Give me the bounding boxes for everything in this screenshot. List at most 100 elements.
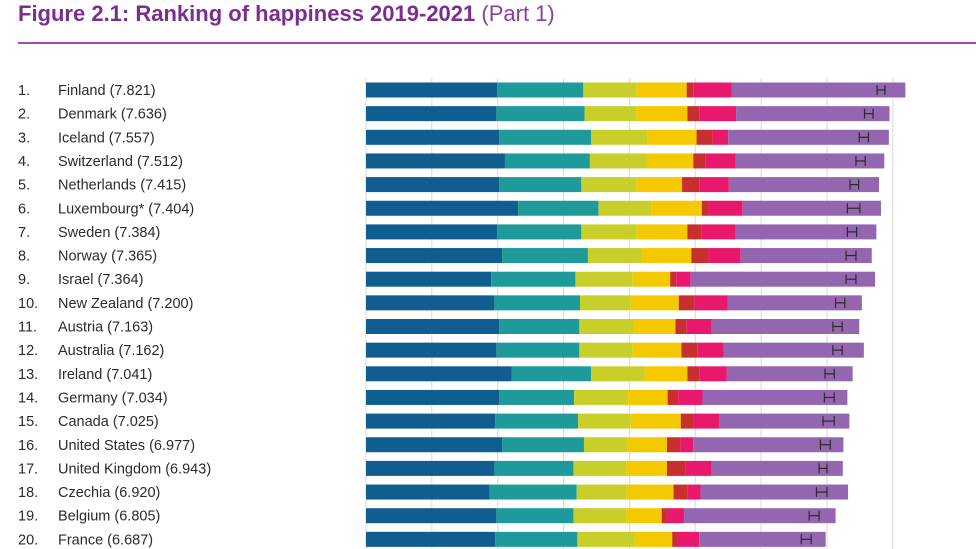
rank-label: 11. bbox=[18, 320, 37, 336]
bar-segment-3 bbox=[573, 460, 627, 476]
country-label: Czechia (6.920) bbox=[58, 485, 160, 501]
bar-segment-7 bbox=[684, 508, 836, 524]
rank-label: 3. bbox=[18, 130, 30, 146]
bar-segment-5 bbox=[673, 484, 688, 500]
bar-segment-3 bbox=[575, 271, 633, 287]
bar-segment-4 bbox=[636, 177, 683, 193]
bar-segment-1 bbox=[366, 106, 497, 122]
bar-segment-4 bbox=[630, 413, 681, 429]
bar-segment-4 bbox=[636, 82, 687, 98]
bar-segment-5 bbox=[670, 271, 677, 287]
bar-segment-2 bbox=[499, 177, 582, 193]
country-label: Sweden (7.384) bbox=[58, 225, 160, 241]
country-label: Norway (7.365) bbox=[58, 249, 157, 265]
country-label: Germany (7.034) bbox=[58, 390, 168, 406]
country-label: Switzerland (7.512) bbox=[58, 154, 183, 170]
bar-segment-7 bbox=[742, 200, 881, 216]
bar-segment-7 bbox=[702, 389, 848, 405]
bar-segment-7 bbox=[736, 106, 890, 122]
bar-segment-1 bbox=[366, 342, 497, 358]
country-label: Denmark (7.636) bbox=[58, 107, 167, 123]
country-label: New Zealand (7.200) bbox=[58, 296, 193, 312]
bar-segment-6 bbox=[666, 508, 685, 524]
bar-segment-4 bbox=[636, 106, 688, 122]
rank-label: 12. bbox=[18, 343, 38, 359]
bar-segment-6 bbox=[686, 319, 712, 334]
rank-label: 10. bbox=[18, 296, 38, 312]
bar-segment-7 bbox=[718, 413, 850, 429]
bar-segment-6 bbox=[699, 177, 729, 193]
bar-segment-5 bbox=[693, 153, 706, 169]
bar-segment-2 bbox=[499, 129, 592, 145]
bar-segment-4 bbox=[646, 153, 694, 169]
bar-segment-7 bbox=[728, 129, 889, 145]
bar-segment-7 bbox=[731, 82, 906, 98]
bar-segment-3 bbox=[576, 484, 627, 500]
bar-segment-4 bbox=[634, 319, 676, 334]
bar-segment-5 bbox=[666, 460, 686, 476]
bar-segment-3 bbox=[583, 82, 637, 98]
bar-segment-5 bbox=[701, 200, 709, 216]
bar-segment-6 bbox=[676, 271, 691, 287]
bar-segment-3 bbox=[589, 153, 647, 169]
rank-label: 13. bbox=[18, 367, 38, 383]
bar-segment-4 bbox=[627, 437, 667, 453]
bar-segment-2 bbox=[497, 82, 584, 98]
bar-segment-6 bbox=[694, 295, 728, 311]
bar-segment-1 bbox=[366, 389, 500, 405]
bar-segment-2 bbox=[499, 319, 580, 334]
bar-segment-2 bbox=[502, 248, 588, 264]
bar-segment-4 bbox=[644, 366, 688, 382]
bar-segment-3 bbox=[577, 531, 635, 547]
country-label: Iceland (7.557) bbox=[58, 130, 155, 146]
bar-segment-7 bbox=[693, 437, 844, 453]
bar-segment-5 bbox=[675, 319, 687, 334]
bar-segment-4 bbox=[641, 248, 692, 264]
bar-segment-2 bbox=[504, 153, 590, 169]
bar-segment-2 bbox=[496, 508, 574, 524]
bar-segment-3 bbox=[584, 106, 637, 122]
bar-segment-6 bbox=[685, 460, 712, 476]
bar-segment-3 bbox=[579, 342, 633, 358]
bar-segment-2 bbox=[491, 271, 576, 287]
bar-segment-2 bbox=[494, 295, 581, 311]
country-label: France (6.687) bbox=[58, 532, 153, 548]
bar-segment-2 bbox=[494, 460, 574, 476]
bar-segment-2 bbox=[495, 413, 579, 429]
country-label: Ireland (7.041) bbox=[58, 367, 152, 383]
bar-segment-6 bbox=[708, 248, 741, 264]
bar-segment-2 bbox=[499, 389, 575, 405]
bar-segment-2 bbox=[496, 342, 580, 358]
bar-segment-3 bbox=[583, 437, 628, 453]
country-label: United Kingdom (6.943) bbox=[58, 461, 211, 477]
bar-segment-3 bbox=[591, 129, 648, 145]
bar-segment-5 bbox=[686, 82, 694, 98]
bar-segment-5 bbox=[666, 437, 681, 453]
bar-segment-1 bbox=[366, 366, 512, 382]
bar-segment-3 bbox=[598, 200, 652, 216]
rank-label: 4. bbox=[18, 154, 30, 170]
bar-segment-6 bbox=[693, 413, 719, 429]
bar-segment-4 bbox=[632, 342, 682, 358]
bar-segment-1 bbox=[366, 271, 492, 287]
bar-segment-1 bbox=[366, 153, 505, 169]
rank-label: 1. bbox=[18, 83, 30, 99]
bar-segment-6 bbox=[687, 484, 701, 500]
bar-segment-7 bbox=[726, 366, 853, 382]
bar-segment-4 bbox=[626, 508, 662, 524]
bar-segment-1 bbox=[366, 319, 500, 334]
country-label: Austria (7.163) bbox=[58, 320, 153, 336]
rank-label: 15. bbox=[18, 414, 38, 430]
bar-segment-6 bbox=[699, 366, 727, 382]
rank-label: 14. bbox=[18, 390, 38, 406]
rank-label: 16. bbox=[18, 438, 38, 454]
bar-segment-2 bbox=[502, 437, 584, 453]
bar-segment-6 bbox=[708, 200, 743, 216]
bar-segment-1 bbox=[366, 437, 503, 453]
bar-segment-1 bbox=[366, 484, 490, 500]
bar-segment-5 bbox=[696, 129, 713, 145]
bar-segment-2 bbox=[497, 224, 582, 240]
bar-segment-5 bbox=[667, 389, 679, 405]
bar-segment-5 bbox=[678, 295, 695, 311]
rank-label: 2. bbox=[18, 107, 30, 123]
